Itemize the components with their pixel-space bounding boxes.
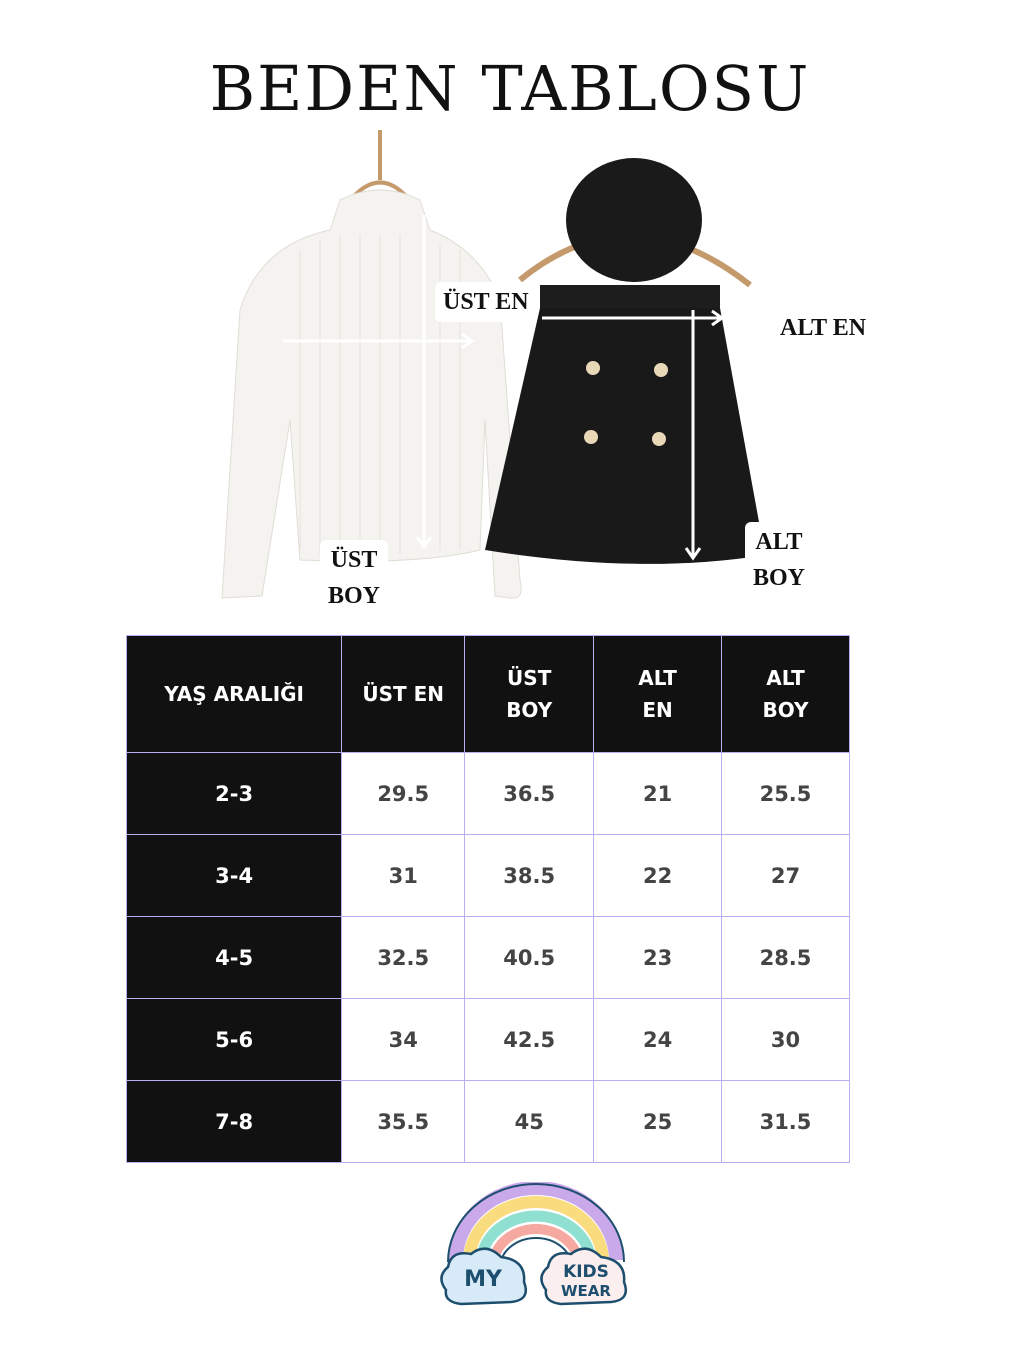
cell: 28.5 xyxy=(721,916,850,999)
header-text: ALT xyxy=(766,666,805,690)
page-title: BEDEN TABLOSU xyxy=(209,52,811,125)
my-kids-wear-logo: MY KIDS WEAR xyxy=(440,1182,628,1306)
table-row: 7-8 35.5 45 25 31.5 xyxy=(125,1080,850,1163)
header-alt-boy: ALT BOY xyxy=(721,635,850,753)
logo-text-my: MY xyxy=(464,1267,503,1292)
cell: 32.5 xyxy=(341,916,466,999)
cell: 45 xyxy=(464,1080,595,1163)
cell: 23 xyxy=(593,916,722,999)
cell-age: 4-5 xyxy=(125,916,343,999)
cell: 31.5 xyxy=(721,1080,850,1163)
cell: 25.5 xyxy=(721,752,850,835)
garment-drawing xyxy=(221,130,765,599)
header-text: ÜST xyxy=(507,666,552,690)
label-ust-boy-line2: BOY xyxy=(328,583,381,609)
header-text: BOY xyxy=(506,698,553,722)
label-ust-en: ÜST EN xyxy=(435,282,537,322)
cell: 35.5 xyxy=(341,1080,466,1163)
sweater-image xyxy=(221,130,522,599)
header-ust-en: ÜST EN xyxy=(341,635,466,753)
logo-text-wear: WEAR xyxy=(561,1282,611,1300)
measure-arrows xyxy=(283,215,725,561)
header-text: EN xyxy=(642,698,673,722)
cell: 30 xyxy=(721,998,850,1081)
cell: 27 xyxy=(721,834,850,917)
label-ust-boy: ÜST BOY xyxy=(320,540,389,616)
label-ust-boy-line1: ÜST xyxy=(330,547,378,573)
logo-text-kids: KIDS xyxy=(563,1262,609,1282)
cell: 40.5 xyxy=(464,916,595,999)
header-age-range: YAŞ ARALIĞI xyxy=(125,635,343,753)
cell: 31 xyxy=(341,834,466,917)
skirt-image xyxy=(485,158,765,564)
cell-age: 2-3 xyxy=(125,752,343,835)
header-alt-en: ALT EN xyxy=(593,635,722,753)
cell: 42.5 xyxy=(464,998,595,1081)
header-text: BOY xyxy=(762,698,809,722)
label-alt-boy-line1: ALT xyxy=(755,529,803,555)
header-ust-boy: ÜST BOY xyxy=(464,635,595,753)
cell-age: 7-8 xyxy=(125,1080,343,1163)
cell: 38.5 xyxy=(464,834,595,917)
table-row: 3-4 31 38.5 22 27 xyxy=(125,834,850,917)
table-row: 2-3 29.5 36.5 21 25.5 xyxy=(125,752,850,835)
cell: 29.5 xyxy=(341,752,466,835)
cell: 25 xyxy=(593,1080,722,1163)
cell: 36.5 xyxy=(464,752,595,835)
cell: 24 xyxy=(593,998,722,1081)
label-alt-boy: ALT BOY xyxy=(745,522,814,598)
label-alt-boy-line2: BOY xyxy=(753,565,806,591)
table-row: 4-5 32.5 40.5 23 28.5 xyxy=(125,916,850,999)
cell: 21 xyxy=(593,752,722,835)
header-text: ÜST EN xyxy=(362,682,445,706)
size-table: YAŞ ARALIĞI ÜST EN ÜST BOY ALT EN ALT BOY 2… xyxy=(125,635,850,1163)
cell: 34 xyxy=(341,998,466,1081)
label-alt-en: ALT EN xyxy=(780,315,867,341)
header-text: ALT xyxy=(638,666,677,690)
header-text: YAŞ ARALIĞI xyxy=(164,682,305,706)
cell-age: 5-6 xyxy=(125,998,343,1081)
cell-age: 3-4 xyxy=(125,834,343,917)
garment-illustration: ÜST EN ALT EN ÜST BOY ALT BOY xyxy=(0,120,1020,620)
table-row: 5-6 34 42.5 24 30 xyxy=(125,998,850,1081)
cell: 22 xyxy=(593,834,722,917)
table-header-row: YAŞ ARALIĞI ÜST EN ÜST BOY ALT EN ALT BOY xyxy=(125,635,850,753)
